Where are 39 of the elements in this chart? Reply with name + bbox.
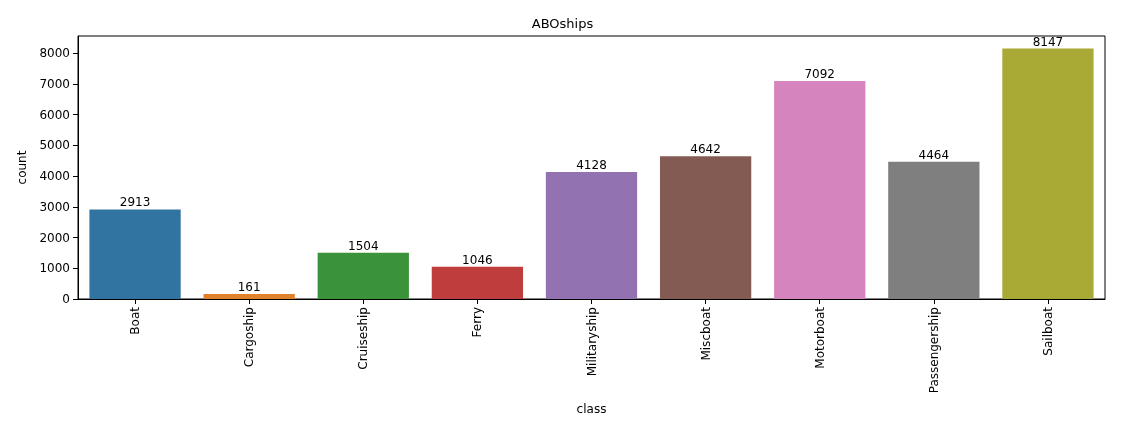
data-label: 4464 bbox=[918, 147, 950, 162]
bar bbox=[203, 294, 295, 299]
bar bbox=[774, 80, 866, 299]
bar bbox=[431, 266, 524, 299]
bar bbox=[545, 172, 638, 299]
data-label: 8147 bbox=[1032, 34, 1064, 49]
x-tick-label: Boat bbox=[128, 306, 143, 335]
y-tick-label: 3000 bbox=[39, 199, 70, 214]
y-tick-label: 5000 bbox=[39, 138, 70, 153]
x-tick-label: Ferry bbox=[470, 307, 485, 338]
x-axis-title: class bbox=[576, 402, 607, 416]
data-label: 1046 bbox=[462, 252, 493, 267]
y-tick-label: 0 bbox=[62, 292, 70, 306]
data-label: 161 bbox=[237, 280, 261, 295]
y-tick-label: 7000 bbox=[39, 76, 70, 91]
x-tick-label: Militaryship bbox=[584, 307, 599, 377]
bar bbox=[89, 209, 181, 299]
x-tick-label: Passengership bbox=[926, 307, 941, 394]
y-tick-label: 6000 bbox=[39, 107, 70, 122]
y-tick-label: 1000 bbox=[39, 261, 70, 276]
x-tick-label: Miscboat bbox=[698, 306, 713, 361]
chart-title: ABOships bbox=[531, 16, 594, 31]
y-tick-label: 2000 bbox=[39, 230, 70, 245]
y-tick-label: 4000 bbox=[39, 169, 70, 184]
bar bbox=[888, 161, 980, 299]
data-label: 4128 bbox=[576, 158, 607, 173]
y-axis-title: count bbox=[15, 150, 29, 185]
x-tick-label: Cargoship bbox=[242, 307, 257, 368]
data-label: 2913 bbox=[119, 195, 151, 210]
x-tick-label: Cruiseship bbox=[356, 307, 371, 370]
bar bbox=[1002, 48, 1094, 299]
bar bbox=[659, 156, 752, 299]
data-label: 7092 bbox=[804, 66, 835, 81]
y-tick-label: 8000 bbox=[39, 46, 70, 61]
x-tick-label: Motorboat bbox=[812, 306, 827, 369]
bar bbox=[317, 252, 409, 299]
data-label: 4642 bbox=[690, 142, 721, 157]
data-label: 1504 bbox=[348, 238, 379, 253]
x-tick-label: Sailboat bbox=[1040, 306, 1055, 356]
